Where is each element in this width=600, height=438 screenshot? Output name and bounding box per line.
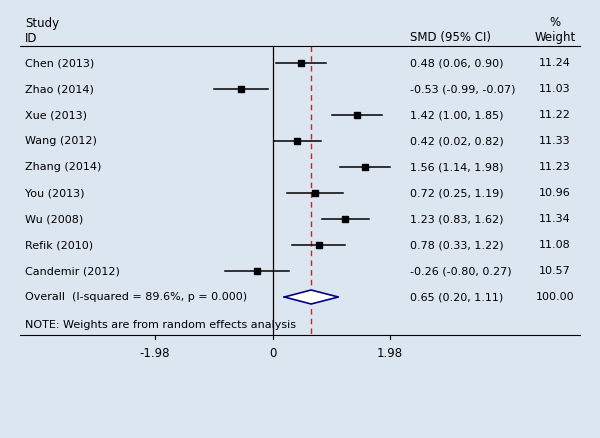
Text: 11.23: 11.23 — [539, 162, 571, 172]
Text: 1.56 (1.14, 1.98): 1.56 (1.14, 1.98) — [410, 162, 503, 172]
Text: NOTE: Weights are from random effects analysis: NOTE: Weights are from random effects an… — [25, 320, 296, 330]
Text: Candemir (2012): Candemir (2012) — [25, 266, 120, 276]
Text: Wang (2012): Wang (2012) — [25, 136, 97, 146]
Text: 11.34: 11.34 — [539, 214, 571, 224]
Polygon shape — [284, 290, 338, 304]
Text: Overall  (I-squared = 89.6%, p = 0.000): Overall (I-squared = 89.6%, p = 0.000) — [25, 292, 247, 302]
Text: 0.72 (0.25, 1.19): 0.72 (0.25, 1.19) — [410, 188, 503, 198]
Text: 100.00: 100.00 — [536, 292, 574, 302]
Text: ID: ID — [25, 32, 37, 45]
Text: 0.42 (0.02, 0.82): 0.42 (0.02, 0.82) — [410, 136, 504, 146]
Text: 11.33: 11.33 — [539, 136, 571, 146]
Text: -1.98: -1.98 — [140, 347, 170, 360]
Text: 11.03: 11.03 — [539, 84, 571, 94]
Text: 0.48 (0.06, 0.90): 0.48 (0.06, 0.90) — [410, 58, 503, 68]
Text: Zhang (2014): Zhang (2014) — [25, 162, 101, 172]
Text: 1.42 (1.00, 1.85): 1.42 (1.00, 1.85) — [410, 110, 503, 120]
Text: Study: Study — [25, 17, 59, 29]
Text: Xue (2013): Xue (2013) — [25, 110, 87, 120]
Text: SMD (95% CI): SMD (95% CI) — [410, 32, 491, 45]
Text: 0.65 (0.20, 1.11): 0.65 (0.20, 1.11) — [410, 292, 503, 302]
Text: Zhao (2014): Zhao (2014) — [25, 84, 94, 94]
Text: 11.08: 11.08 — [539, 240, 571, 250]
Text: Chen (2013): Chen (2013) — [25, 58, 94, 68]
Text: 0: 0 — [269, 347, 276, 360]
Text: 11.24: 11.24 — [539, 58, 571, 68]
Text: 10.96: 10.96 — [539, 188, 571, 198]
Text: 1.23 (0.83, 1.62): 1.23 (0.83, 1.62) — [410, 214, 503, 224]
Text: -0.53 (-0.99, -0.07): -0.53 (-0.99, -0.07) — [410, 84, 515, 94]
Text: 0.78 (0.33, 1.22): 0.78 (0.33, 1.22) — [410, 240, 503, 250]
Text: -0.26 (-0.80, 0.27): -0.26 (-0.80, 0.27) — [410, 266, 512, 276]
Text: 1.98: 1.98 — [377, 347, 403, 360]
Text: Weight: Weight — [535, 32, 575, 45]
Text: %: % — [550, 17, 560, 29]
Text: 10.57: 10.57 — [539, 266, 571, 276]
Text: Refik (2010): Refik (2010) — [25, 240, 93, 250]
Text: You (2013): You (2013) — [25, 188, 85, 198]
Text: Wu (2008): Wu (2008) — [25, 214, 83, 224]
Text: 11.22: 11.22 — [539, 110, 571, 120]
